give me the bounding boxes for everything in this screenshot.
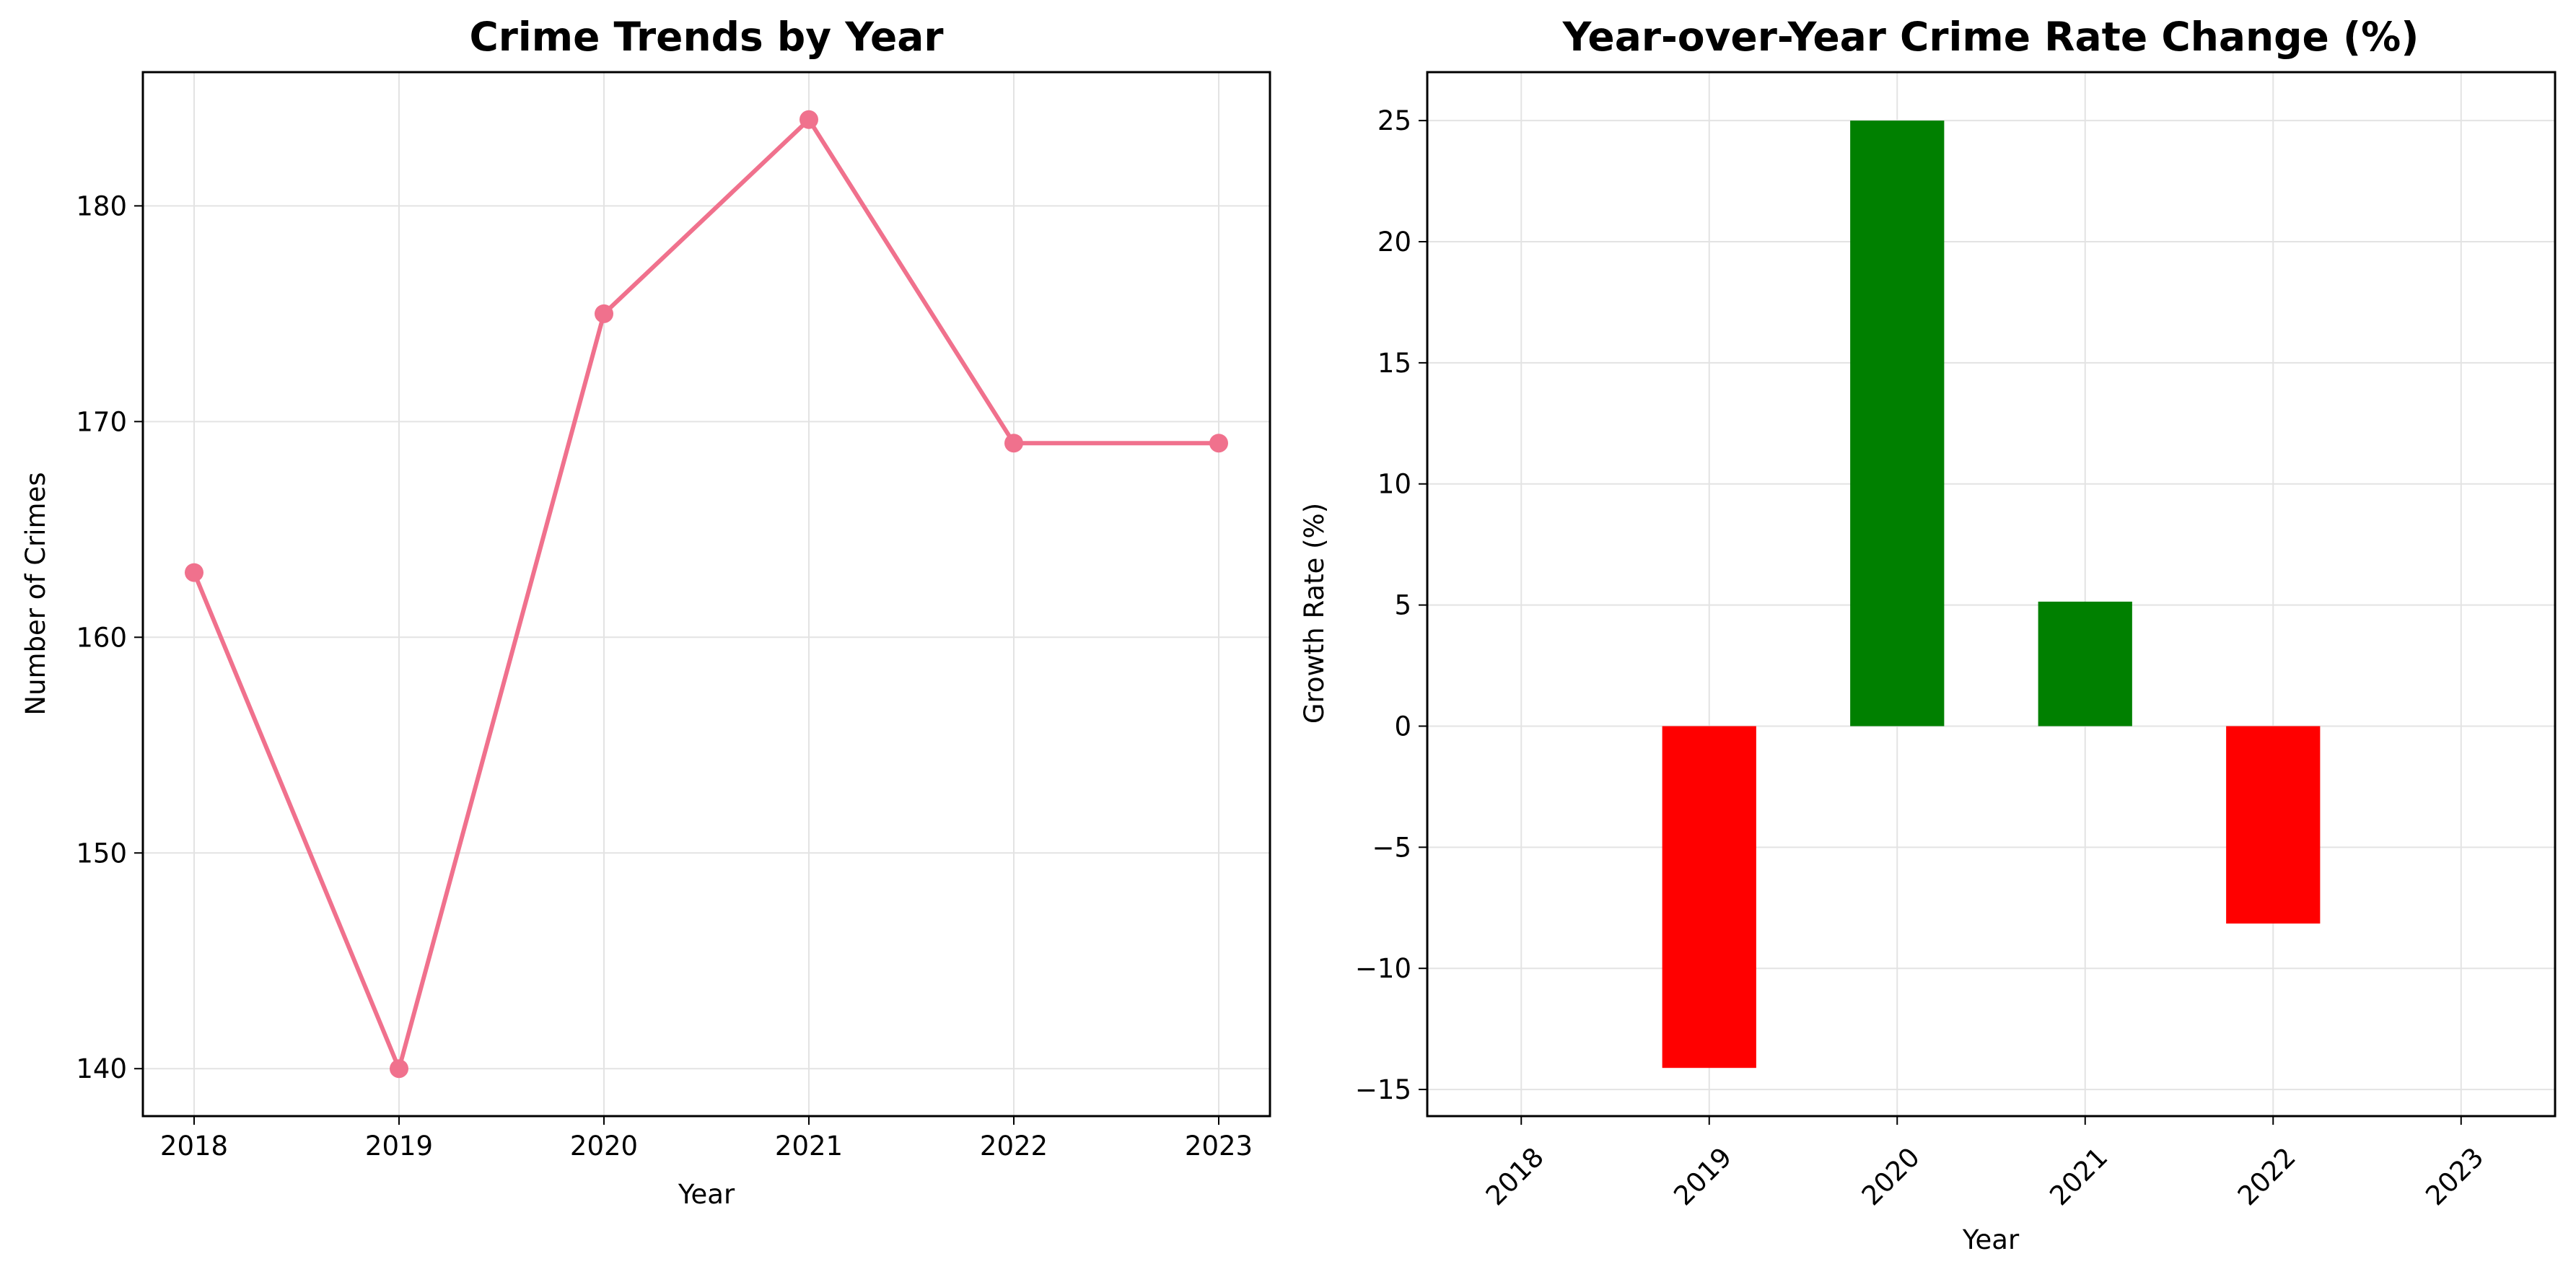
crime-trends-plot-frame [141, 71, 1271, 1118]
y-tick-label: 150 [76, 838, 127, 869]
crime-trends-y-axis: 140 150 160 170 180 [76, 190, 143, 1084]
crime-trends-x-axis-label: Year [678, 1179, 735, 1210]
growth-bar-positive [1850, 120, 1945, 727]
x-tick-label: 2023 [1185, 1131, 1253, 1162]
x-tick-label: 2021 [775, 1131, 843, 1162]
y-tick-label: −15 [1355, 1074, 1411, 1105]
growth-bar-negative [1662, 726, 1756, 1068]
y-tick-label: 180 [76, 190, 127, 221]
crime-trends-title: Crime Trends by Year [469, 14, 943, 60]
crime-count-point [595, 304, 613, 323]
y-tick-label: 25 [1377, 105, 1411, 136]
crime-trends-chart: 2018 2019 2020 2021 2022 2023 140 150 160 170 180… [20, 14, 1271, 1210]
growth-bar-negative [2226, 726, 2321, 924]
growth-rate-y-axis: −15 −10 −5 0 5 10 15 20 25 [1355, 105, 1427, 1105]
x-tick-label: 2018 [160, 1131, 228, 1162]
x-tick-label: 2022 [980, 1131, 1048, 1162]
crime-trends-line-series [185, 110, 1228, 1079]
y-tick-label: −5 [1372, 832, 1411, 863]
y-tick-label: 20 [1377, 227, 1411, 258]
growth-rate-bar-series [1662, 120, 2321, 1068]
crime-trends-grid [143, 72, 1270, 1116]
crime-count-point [390, 1059, 408, 1079]
crime-count-point [1004, 434, 1023, 453]
y-tick-label: 10 [1377, 469, 1411, 500]
y-tick-label: 0 [1394, 711, 1411, 742]
crime-count-point [1209, 434, 1228, 453]
y-tick-label: 5 [1394, 590, 1411, 621]
growth-bar-positive [2038, 601, 2132, 727]
crime-trends-y-axis-label: Number of Crimes [20, 472, 51, 715]
crime-count-line [192, 117, 1219, 1071]
x-tick-label: 2019 [365, 1131, 433, 1162]
growth-rate-plot-frame [1426, 71, 2557, 1118]
y-tick-label: 15 [1377, 348, 1411, 379]
y-tick-label: −10 [1355, 953, 1411, 984]
crime-trends-x-axis: 2018 2019 2020 2021 2022 2023 [160, 1116, 1253, 1162]
y-tick-label: 140 [76, 1053, 127, 1084]
x-tick-label: 2020 [570, 1131, 638, 1162]
growth-rate-grid [1427, 72, 2555, 1116]
growth-rate-x-axis-label: Year [1962, 1224, 2020, 1255]
y-tick-label: 170 [76, 406, 127, 437]
crime-count-point [185, 563, 203, 582]
crime-count-point [799, 110, 818, 129]
growth-rate-title: Year-over-Year Crime Rate Change (%) [1562, 14, 2419, 60]
growth-rate-y-axis-label: Growth Rate (%) [1299, 503, 1330, 724]
y-tick-label: 160 [76, 622, 127, 653]
